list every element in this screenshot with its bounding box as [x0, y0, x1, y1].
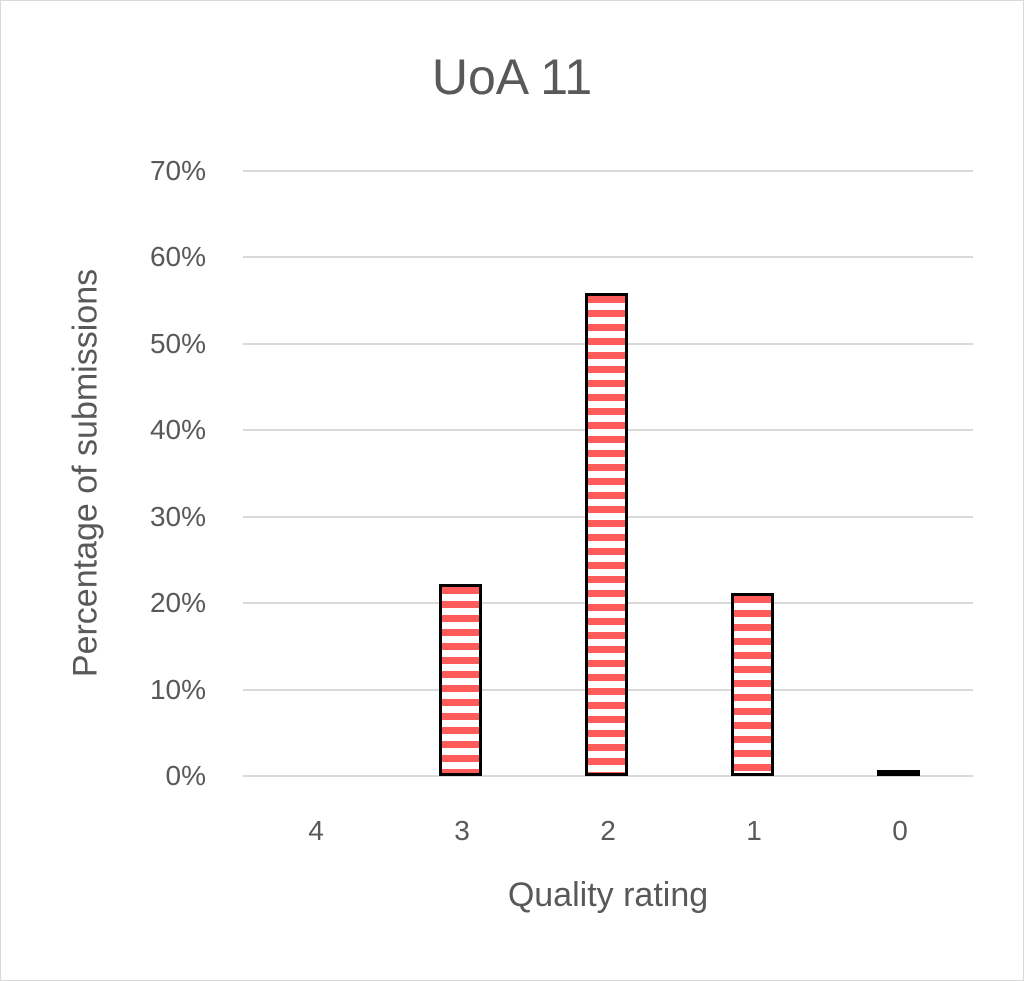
gridline [243, 170, 973, 172]
gridline [243, 256, 973, 259]
bar-2 [585, 292, 628, 776]
bar-3 [439, 584, 482, 776]
y-tick-label: 20% [149, 587, 206, 619]
x-tick-label: 2 [600, 815, 616, 846]
x-tick-label: 1 [746, 815, 762, 846]
gridline [243, 775, 973, 777]
y-tick-label: 30% [149, 500, 206, 532]
y-tick-label: 10% [149, 673, 206, 705]
y-tick-label: 70% [149, 155, 206, 186]
bar-0 [877, 769, 920, 776]
y-tick-label: 40% [149, 414, 206, 446]
y-tick-label: 0% [165, 760, 206, 791]
y-tick-label: 50% [149, 327, 206, 359]
x-tick-label: 3 [454, 815, 470, 846]
bar-1 [731, 592, 774, 776]
chart-title: UoA 11 [431, 49, 593, 105]
x-axis-label: Quality rating [507, 876, 709, 914]
y-axis-label: Percentage of submissions [66, 268, 105, 678]
x-tick-label: 4 [308, 815, 324, 846]
x-tick-label: 0 [892, 815, 908, 846]
y-tick-label: 60% [149, 241, 206, 273]
